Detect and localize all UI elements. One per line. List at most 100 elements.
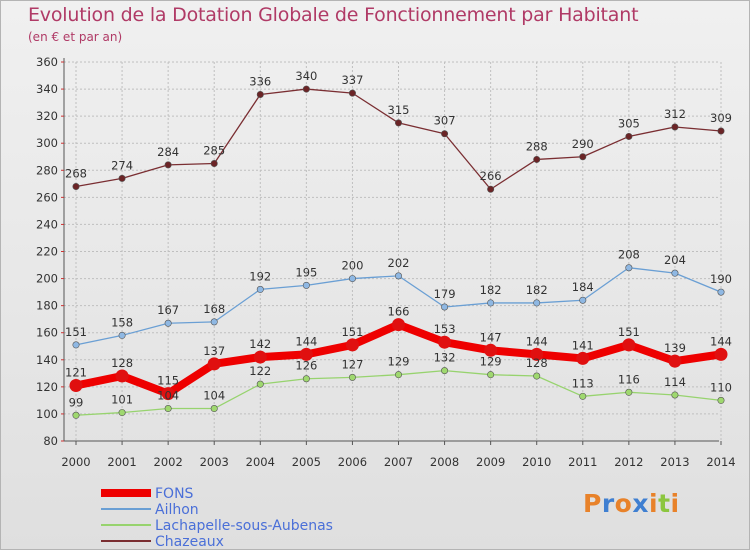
data-point-chazeaux xyxy=(671,123,679,131)
data-label-ailhon: 192 xyxy=(249,269,271,283)
data-label-ailhon: 190 xyxy=(710,272,732,286)
data-point-ailhon xyxy=(210,318,218,326)
data-label-fons: 144 xyxy=(295,334,317,348)
data-point-ailhon xyxy=(487,299,495,307)
data-label-ailhon: 208 xyxy=(618,248,640,262)
data-point-chazeaux xyxy=(118,174,126,182)
x-tick-label: 2009 xyxy=(476,455,505,469)
x-tick-label: 2010 xyxy=(522,455,551,469)
data-point-ailhon xyxy=(625,264,633,272)
data-label-lachapelle-sous-aubenas: 104 xyxy=(157,389,179,403)
data-label-fons: 115 xyxy=(157,374,179,388)
x-tick-label: 2000 xyxy=(61,455,90,469)
data-point-ailhon xyxy=(717,288,725,296)
data-point-fons xyxy=(392,318,405,332)
data-point-ailhon xyxy=(441,303,449,311)
data-label-chazeaux: 274 xyxy=(111,158,133,172)
data-point-fons xyxy=(576,351,590,365)
data-label-lachapelle-sous-aubenas: 129 xyxy=(388,355,410,369)
data-label-fons: 139 xyxy=(664,341,686,355)
data-label-chazeaux: 285 xyxy=(203,144,225,158)
data-label-chazeaux: 312 xyxy=(664,107,686,121)
data-label-chazeaux: 307 xyxy=(434,114,456,128)
data-label-ailhon: 168 xyxy=(203,302,225,316)
data-point-lachapelle-sous-aubenas xyxy=(671,391,679,399)
x-tick-label: 2003 xyxy=(200,455,229,469)
data-point-lachapelle-sous-aubenas xyxy=(394,371,402,379)
data-label-lachapelle-sous-aubenas: 104 xyxy=(203,389,225,403)
data-label-fons: 151 xyxy=(618,325,640,339)
data-point-lachapelle-sous-aubenas xyxy=(487,371,495,379)
data-point-ailhon xyxy=(72,341,80,349)
data-point-lachapelle-sous-aubenas xyxy=(579,392,587,400)
data-label-lachapelle-sous-aubenas: 99 xyxy=(69,395,84,409)
data-point-lachapelle-sous-aubenas xyxy=(348,373,356,381)
data-point-chazeaux xyxy=(72,183,80,191)
data-point-fons xyxy=(438,335,452,349)
data-label-fons: 166 xyxy=(388,305,410,319)
y-tick-label: 180 xyxy=(36,299,58,313)
data-point-fons xyxy=(69,379,83,393)
x-tick-label: 2001 xyxy=(107,455,136,469)
data-point-chazeaux xyxy=(164,161,172,169)
data-labels: 121 128 115 137 142 144 151 166 153 147 144 141 151 1… xyxy=(65,69,732,409)
data-point-ailhon xyxy=(302,281,310,289)
data-label-chazeaux: 336 xyxy=(249,74,271,88)
x-tick-label: 2011 xyxy=(568,455,597,469)
data-label-lachapelle-sous-aubenas: 127 xyxy=(341,357,363,371)
series-group xyxy=(69,85,728,419)
y-tick-label: 220 xyxy=(36,245,58,259)
axes: 80 100 120 140 160 180 200 220 240 260 280 300 320 34… xyxy=(36,55,736,469)
data-label-fons: 128 xyxy=(111,356,133,370)
data-point-chazeaux xyxy=(487,185,495,193)
data-point-lachapelle-sous-aubenas xyxy=(625,388,633,396)
data-label-fons: 121 xyxy=(65,366,87,380)
y-tick-label: 300 xyxy=(36,136,58,150)
x-tick-label: 2004 xyxy=(246,455,275,469)
data-label-fons: 141 xyxy=(572,338,594,352)
logo-letter: i xyxy=(649,489,659,518)
data-label-lachapelle-sous-aubenas: 116 xyxy=(618,372,640,386)
data-label-fons: 147 xyxy=(480,330,502,344)
data-label-lachapelle-sous-aubenas: 113 xyxy=(572,376,594,390)
data-label-lachapelle-sous-aubenas: 110 xyxy=(710,380,732,394)
data-label-fons: 151 xyxy=(341,325,363,339)
data-point-lachapelle-sous-aubenas xyxy=(118,409,126,417)
data-point-chazeaux xyxy=(348,89,356,97)
data-label-lachapelle-sous-aubenas: 101 xyxy=(111,393,133,407)
data-point-chazeaux xyxy=(533,155,541,163)
data-point-lachapelle-sous-aubenas xyxy=(210,405,218,413)
data-point-fons xyxy=(161,387,175,401)
data-point-fons xyxy=(622,338,636,352)
data-point-lachapelle-sous-aubenas xyxy=(717,396,725,404)
data-point-fons xyxy=(668,354,682,368)
y-tick-label: 240 xyxy=(36,217,58,231)
data-label-chazeaux: 315 xyxy=(388,103,410,117)
data-point-chazeaux xyxy=(210,160,218,168)
x-tick-label: 2014 xyxy=(706,455,735,469)
data-label-lachapelle-sous-aubenas: 122 xyxy=(249,364,271,378)
data-point-fons xyxy=(207,357,221,371)
logo-letter: x xyxy=(632,489,649,518)
y-tick-label: 120 xyxy=(36,380,58,394)
data-label-ailhon: 184 xyxy=(572,280,594,294)
data-point-lachapelle-sous-aubenas xyxy=(256,380,264,388)
y-tick-label: 100 xyxy=(36,407,58,421)
data-point-ailhon xyxy=(164,319,172,327)
legend-label-fons: FONS xyxy=(155,486,194,502)
data-point-lachapelle-sous-aubenas xyxy=(164,405,172,413)
logo-letter: r xyxy=(601,489,615,518)
chart-title: Evolution de la Dotation Globale de Fonc… xyxy=(28,4,639,26)
data-point-chazeaux xyxy=(579,153,587,161)
x-tick-label: 2007 xyxy=(384,455,413,469)
data-label-ailhon: 195 xyxy=(295,265,317,279)
logo-letter: P xyxy=(583,489,602,518)
data-label-chazeaux: 268 xyxy=(65,167,87,181)
data-label-ailhon: 202 xyxy=(388,256,410,270)
data-point-chazeaux xyxy=(394,119,402,127)
data-label-fons: 144 xyxy=(710,334,732,348)
data-point-chazeaux xyxy=(441,130,449,138)
data-point-fons xyxy=(530,347,544,361)
y-tick-label: 260 xyxy=(36,190,58,204)
